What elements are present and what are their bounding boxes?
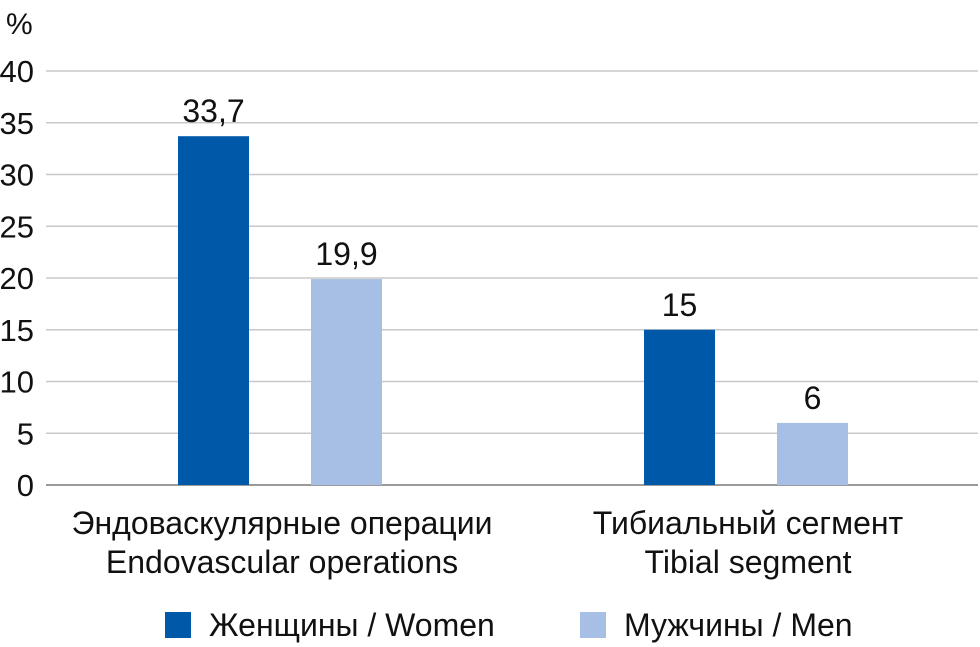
legend-label-women: Женщины / Women: [209, 607, 495, 643]
y-axis-ticks: 0 5 10 15 20 25 30 35 40: [0, 54, 34, 503]
data-label-women-1: 15: [662, 287, 698, 323]
bar-women-1: [644, 329, 715, 485]
y-tick-label: 10: [0, 365, 34, 400]
bar-men-1: [777, 422, 848, 485]
data-labels: 33,7 15 19,9 6: [182, 93, 821, 416]
bars: [178, 136, 848, 485]
legend-swatch-women: [165, 612, 191, 638]
y-tick-label: 5: [17, 416, 34, 451]
data-label-men-1: 6: [804, 380, 822, 416]
category-label-1-line-1: Tibial segment: [645, 544, 852, 580]
data-label-men-0: 19,9: [315, 236, 377, 272]
y-tick-label: 40: [0, 54, 34, 89]
y-tick-label: 35: [0, 106, 34, 141]
y-tick-label: 20: [0, 261, 34, 296]
y-tick-label: 25: [0, 209, 34, 244]
category-label-1-line-0: Тибиальный сегмент: [593, 505, 904, 541]
y-axis-unit-label: %: [6, 8, 33, 41]
category-label-0-line-0: Эндоваскулярные операции: [72, 505, 493, 541]
category-label-0-line-1: Endovascular operations: [106, 544, 458, 580]
y-tick-label: 0: [17, 468, 34, 503]
data-label-women-0: 33,7: [182, 93, 244, 129]
bar-women-0: [178, 136, 249, 485]
y-tick-label: 30: [0, 158, 34, 193]
y-tick-label: 15: [0, 313, 34, 348]
bar-men-0: [311, 279, 382, 485]
legend-label-men: Мужчины / Men: [624, 607, 853, 643]
legend: Женщины / Women Мужчины / Men: [165, 607, 853, 643]
legend-swatch-men: [580, 612, 606, 638]
